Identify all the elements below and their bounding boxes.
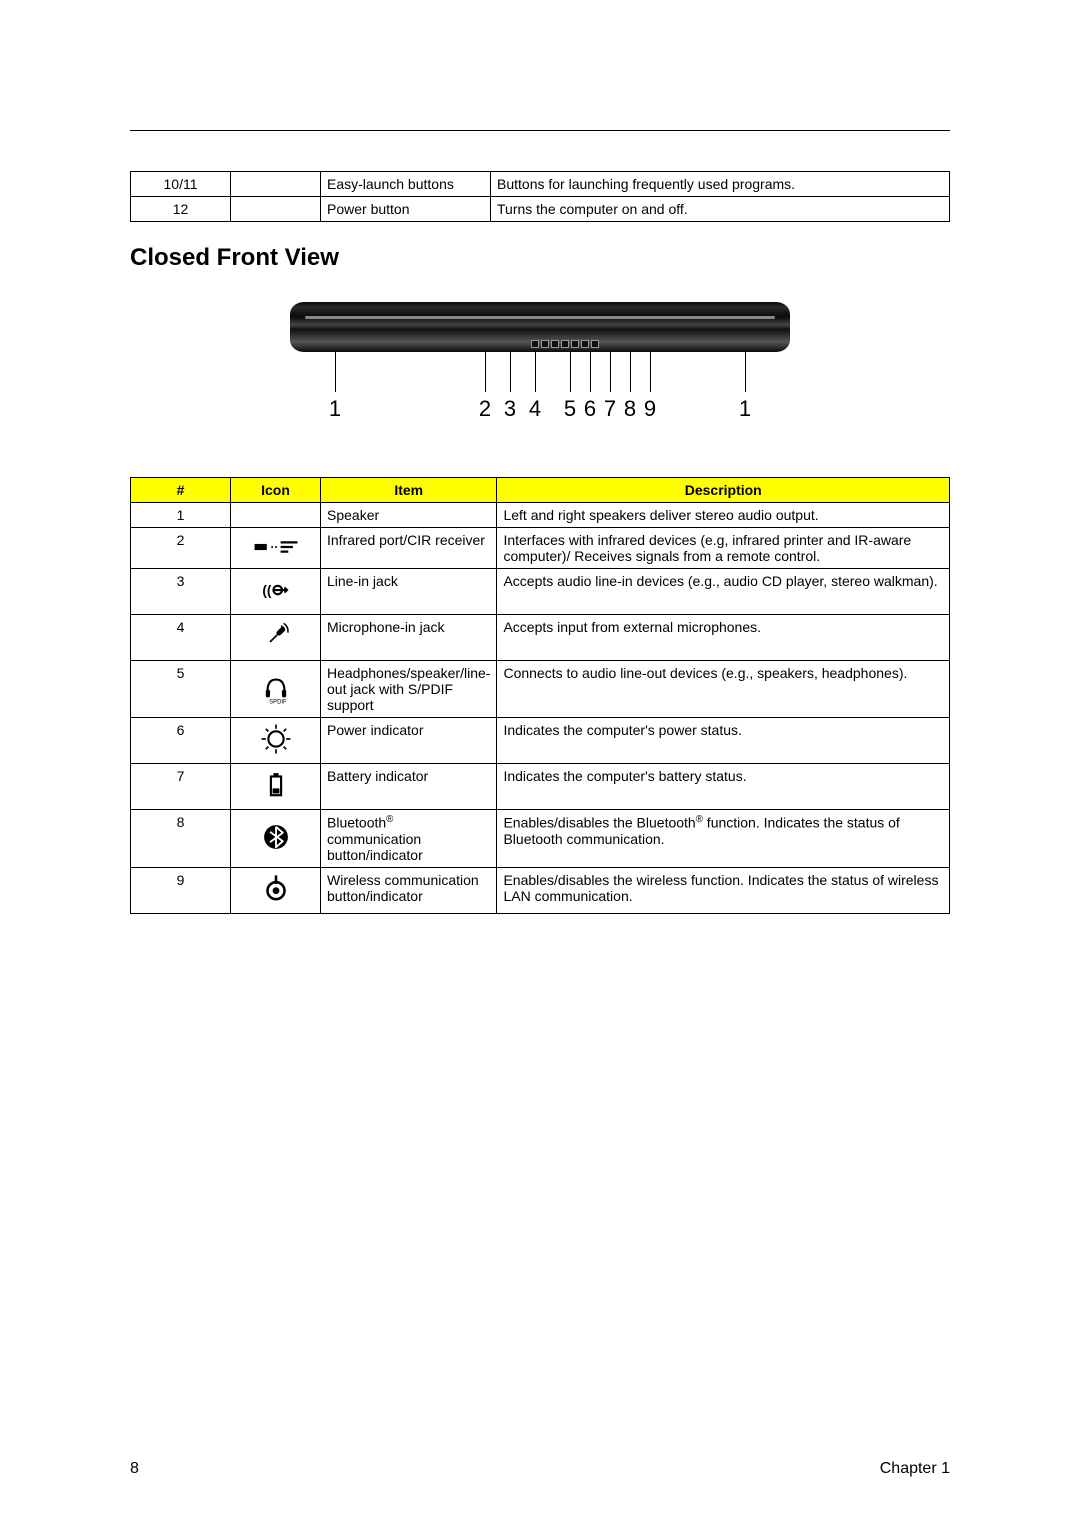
top-rule — [130, 130, 950, 131]
cell-desc: Accepts input from external microphones. — [497, 615, 950, 661]
callout-line — [630, 352, 631, 392]
callout-label: 8 — [624, 396, 636, 422]
cell-num: 1 — [131, 503, 231, 528]
cell-num: 9 — [131, 867, 231, 913]
cell-item: Line-in jack — [321, 569, 497, 615]
cell-item: Microphone-in jack — [321, 615, 497, 661]
col-num: # — [131, 478, 231, 503]
callout-line — [510, 352, 511, 392]
table-row: 4 Microphone-in jackAccepts input from ex… — [131, 615, 950, 661]
callout-line — [610, 352, 611, 392]
cell-num: 5 — [131, 661, 231, 718]
cell-item: Infrared port/CIR receiver — [321, 528, 497, 569]
chapter-label: Chapter 1 — [880, 1460, 950, 1478]
col-item: Item — [321, 478, 497, 503]
table-row: 6 Power indicatorIndicates the computer's… — [131, 718, 950, 764]
cell-item: Bluetooth® communication button/indicato… — [321, 810, 497, 868]
cell-num: 8 — [131, 810, 231, 868]
callout-line — [570, 352, 571, 392]
callout-line — [535, 352, 536, 392]
table-row: 10/11 Easy-launch buttonsButtons for laun… — [131, 172, 950, 197]
col-desc: Description — [497, 478, 950, 503]
cell-item: Wireless communication button/indicator — [321, 867, 497, 913]
bluetooth-icon — [231, 810, 321, 868]
callout-label: 9 — [644, 396, 656, 422]
cell-desc: Left and right speakers deliver stereo a… — [497, 503, 950, 528]
table-row: 2 Infrared port/CIR receiverInterfaces wi… — [131, 528, 950, 569]
callout-label: 6 — [584, 396, 596, 422]
cell-item: Power button — [321, 197, 491, 222]
page-footer: 8 Chapter 1 — [130, 1460, 950, 1478]
cell-desc: Turns the computer on and off. — [491, 197, 950, 222]
cell-desc: Buttons for launching frequently used pr… — [491, 172, 950, 197]
table-row: 3 (( Line-in jackAccepts audio line-in dev… — [131, 569, 950, 615]
callout-label: 4 — [529, 396, 541, 422]
cell-item: Power indicator — [321, 718, 497, 764]
table-row: 12 Power buttonTurns the computer on and … — [131, 197, 950, 222]
top-table: 10/11 Easy-launch buttonsButtons for laun… — [130, 171, 950, 222]
callout-line — [745, 352, 746, 392]
battery-icon — [231, 764, 321, 810]
callout-line — [335, 352, 336, 392]
table-row: 8 Bluetooth® communication button/indicat… — [131, 810, 950, 868]
cell-item: Battery indicator — [321, 764, 497, 810]
laptop-front-illustration — [290, 302, 790, 352]
col-icon: Icon — [231, 478, 321, 503]
wireless-icon — [231, 867, 321, 913]
page-number: 8 — [130, 1460, 139, 1478]
callout-line — [650, 352, 651, 392]
callout-label: 3 — [504, 396, 516, 422]
section-heading: Closed Front View — [130, 244, 950, 272]
linein-icon: (( — [231, 569, 321, 615]
table-row: 7 Battery indicatorIndicates the computer… — [131, 764, 950, 810]
cell-num: 10/11 — [131, 172, 231, 197]
callout-label: 5 — [564, 396, 576, 422]
callout-line — [590, 352, 591, 392]
cell-icon — [231, 197, 321, 222]
cell-desc: Enables/disables the wireless function. … — [497, 867, 950, 913]
cell-desc: Connects to audio line-out devices (e.g.… — [497, 661, 950, 718]
cell-num: 4 — [131, 615, 231, 661]
cell-num: 6 — [131, 718, 231, 764]
cell-icon — [231, 503, 321, 528]
page: 10/11 Easy-launch buttonsButtons for laun… — [0, 0, 1080, 1528]
front-view-table: # Icon Item Description 1 SpeakerLeft and… — [130, 477, 950, 914]
mic-icon — [231, 615, 321, 661]
callout-label: 1 — [739, 396, 751, 422]
cell-item: Headphones/speaker/line-out jack with S/… — [321, 661, 497, 718]
cell-desc: Indicates the computer's power status. — [497, 718, 950, 764]
cell-item: Easy-launch buttons — [321, 172, 491, 197]
ir-icon — [231, 528, 321, 569]
power-icon — [231, 718, 321, 764]
callout-label: 1 — [329, 396, 341, 422]
svg-text:SPDIF: SPDIF — [269, 699, 287, 705]
callout-line — [485, 352, 486, 392]
cell-icon — [231, 172, 321, 197]
cell-desc: Accepts audio line-in devices (e.g., aud… — [497, 569, 950, 615]
cell-desc: Interfaces with infrared devices (e.g, i… — [497, 528, 950, 569]
table-row: 9 Wireless communication button/indicator… — [131, 867, 950, 913]
headphones-icon: SPDIF — [231, 661, 321, 718]
cell-item: Speaker — [321, 503, 497, 528]
table-row: 1 SpeakerLeft and right speakers deliver … — [131, 503, 950, 528]
cell-num: 7 — [131, 764, 231, 810]
cell-desc: Indicates the computer's battery status. — [497, 764, 950, 810]
cell-desc: Enables/disables the Bluetooth® function… — [497, 810, 950, 868]
front-view-figure: 1 23456789 1 — [130, 302, 950, 437]
cell-num: 3 — [131, 569, 231, 615]
cell-num: 12 — [131, 197, 231, 222]
cell-num: 2 — [131, 528, 231, 569]
callout-label: 2 — [479, 396, 491, 422]
callout-label: 7 — [604, 396, 616, 422]
table-row: 5 SPDIF Headphones/speaker/line-out jack w… — [131, 661, 950, 718]
svg-text:((: (( — [262, 583, 272, 598]
